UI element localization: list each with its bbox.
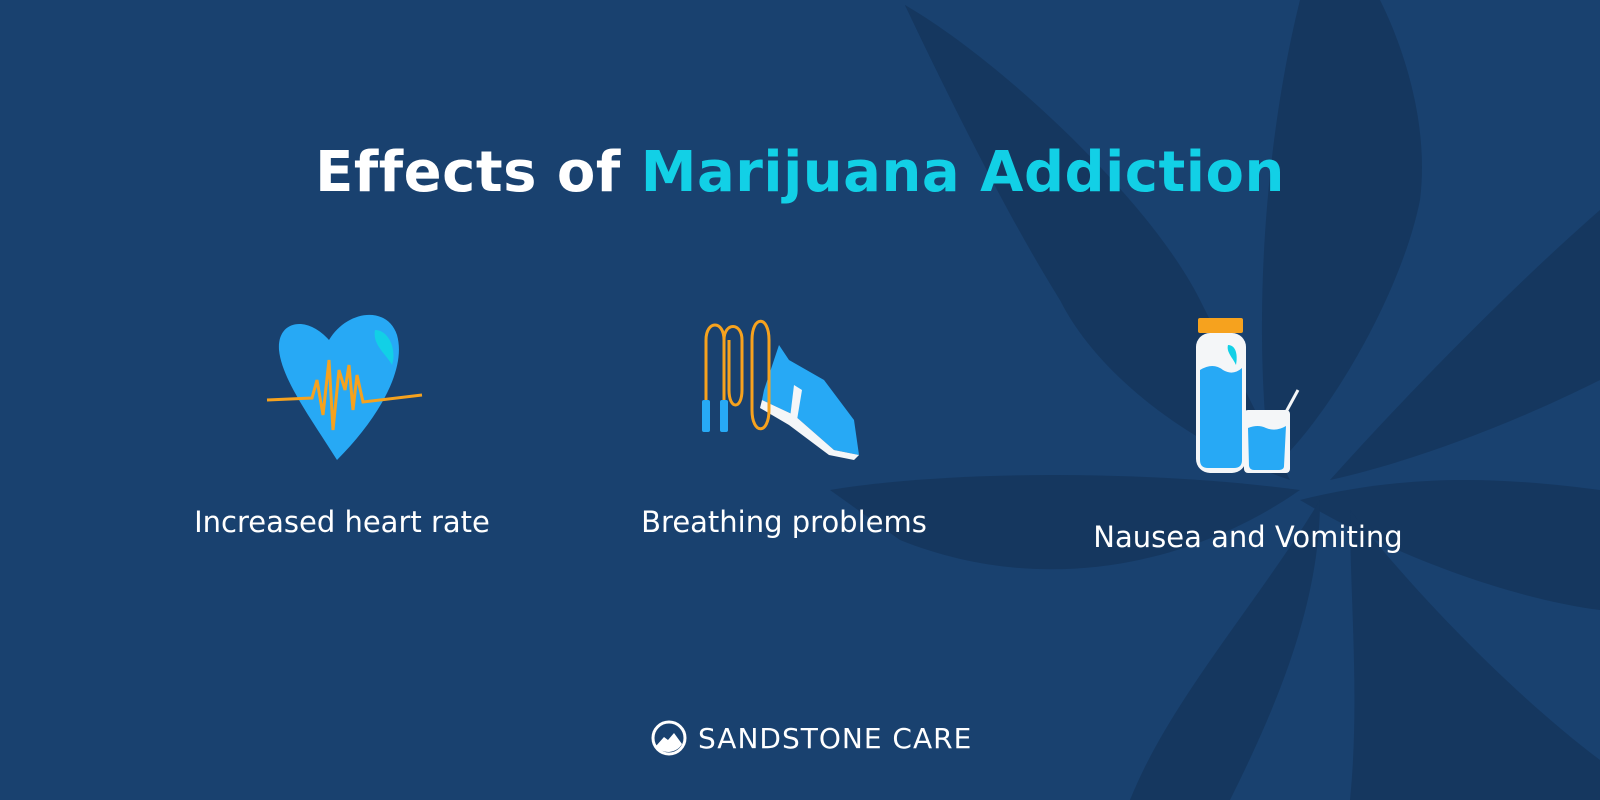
effect-label: Increased heart rate: [194, 505, 490, 539]
effect-item: Nausea and Vomiting: [1038, 300, 1458, 554]
effect-item: Increased heart rate: [132, 300, 552, 539]
heart-rate-icon: [266, 314, 423, 460]
page-title: Effects of Marijuana Addiction: [315, 140, 1285, 205]
effect-label: Nausea and Vomiting: [1093, 520, 1403, 554]
brand-name: SANDSTONE CARE: [698, 721, 973, 755]
mountain-circle-logo-icon: [651, 720, 687, 756]
title-highlight: Marijuana Addiction: [640, 140, 1285, 205]
effect-item: Breathing problems: [574, 300, 994, 539]
effect-label: Breathing problems: [641, 505, 927, 539]
jump-rope-sneaker-icon: [702, 319, 859, 460]
brand-logo: SANDSTONE CARE: [650, 719, 972, 757]
water-bottle-glass-icon: [1196, 318, 1300, 473]
